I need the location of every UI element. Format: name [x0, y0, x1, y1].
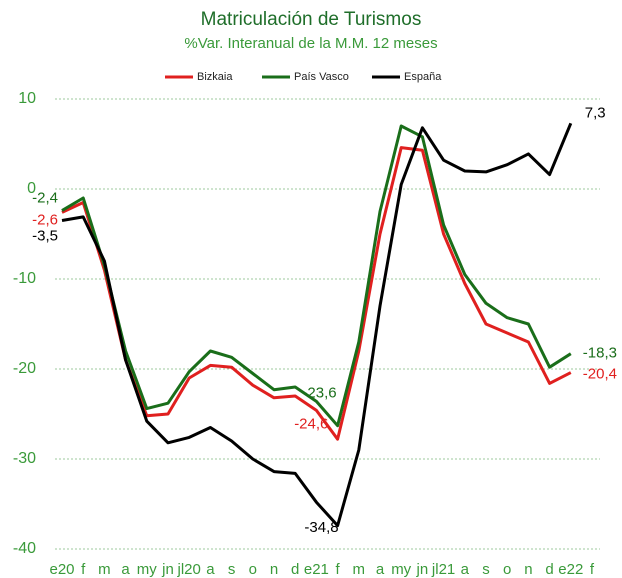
chart-title: Matriculación de Turismos — [201, 9, 422, 30]
y-tick-label: -40 — [13, 540, 36, 557]
x-tick-label: a — [121, 561, 130, 578]
x-tick-label: my — [137, 561, 157, 578]
x-tick-label: o — [249, 561, 257, 578]
y-tick-label: -10 — [13, 270, 36, 287]
data-label: 7,3 — [585, 104, 606, 121]
y-tick-label: 10 — [18, 90, 36, 107]
legend-label: Bizkaia — [197, 71, 233, 83]
data-label: -20,4 — [583, 366, 617, 383]
data-label: -23,6 — [302, 384, 336, 401]
data-label: -24,6 — [294, 415, 328, 432]
x-tick-label: d — [291, 561, 299, 578]
series-line — [61, 146, 572, 441]
legend-label: País Vasco — [294, 71, 349, 83]
x-tick-label: a — [461, 561, 470, 578]
x-tick-label: e20 — [49, 561, 74, 578]
y-tick-label: -30 — [13, 450, 36, 467]
data-label: -34,8 — [304, 519, 338, 536]
x-tick-label: o — [503, 561, 511, 578]
x-tick-label: jl21 — [431, 561, 455, 578]
series-line — [61, 124, 572, 428]
x-tick-label: d — [545, 561, 553, 578]
data-label: -2,4 — [32, 190, 58, 207]
legend-label: España — [404, 71, 442, 83]
x-tick-label: jn — [161, 561, 174, 578]
x-tick-label: m — [98, 561, 111, 578]
x-tick-label: s — [228, 561, 236, 578]
x-tick-label: e21 — [304, 561, 329, 578]
series-line — [61, 122, 573, 528]
x-tick-label: f — [590, 561, 595, 578]
x-tick-label: f — [81, 561, 86, 578]
x-tick-label: n — [524, 561, 532, 578]
x-tick-label: n — [270, 561, 278, 578]
chart-subtitle: %Var. Interanual de la M.M. 12 meses — [184, 35, 437, 52]
data-label: -2,6 — [32, 211, 58, 228]
x-tick-label: e22 — [558, 561, 583, 578]
x-tick-label: m — [353, 561, 366, 578]
data-label: -18,3 — [583, 345, 617, 362]
y-tick-label: -20 — [13, 360, 36, 377]
x-tick-label: my — [391, 561, 411, 578]
x-tick-label: f — [336, 561, 341, 578]
x-tick-label: s — [482, 561, 490, 578]
y-tick-label: 0 — [27, 180, 36, 197]
x-tick-label: a — [376, 561, 385, 578]
x-tick-label: jl20 — [177, 561, 201, 578]
data-label: -3,5 — [32, 227, 58, 244]
x-tick-label: jn — [416, 561, 429, 578]
x-tick-label: a — [206, 561, 215, 578]
